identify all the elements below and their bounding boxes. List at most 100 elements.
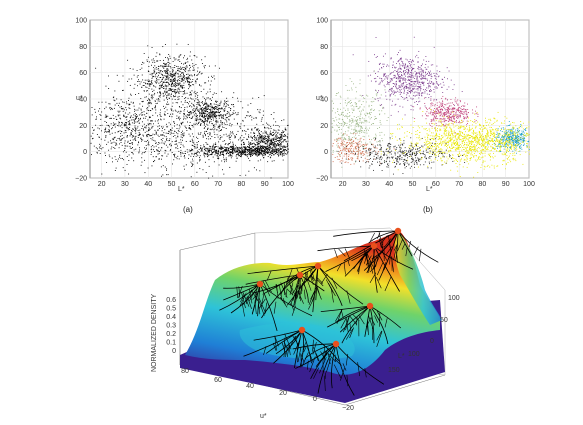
data-point bbox=[379, 68, 381, 70]
data-point bbox=[205, 102, 206, 104]
data-point bbox=[227, 112, 229, 114]
data-point bbox=[272, 148, 274, 150]
data-point bbox=[410, 109, 412, 111]
panel-a-points bbox=[90, 43, 289, 179]
data-point bbox=[206, 130, 208, 132]
data-point bbox=[449, 115, 450, 117]
data-point bbox=[180, 54, 182, 56]
data-point bbox=[251, 151, 253, 153]
data-point bbox=[418, 83, 420, 85]
data-point bbox=[234, 135, 236, 137]
data-point bbox=[219, 114, 221, 116]
data-point bbox=[516, 137, 517, 139]
data-point bbox=[113, 138, 115, 140]
data-point bbox=[398, 68, 400, 70]
data-point bbox=[234, 151, 236, 153]
data-point bbox=[100, 115, 102, 116]
data-point bbox=[144, 117, 146, 119]
data-point bbox=[439, 108, 441, 110]
data-point bbox=[429, 107, 431, 109]
data-point bbox=[273, 137, 275, 139]
data-point bbox=[183, 76, 185, 78]
data-point bbox=[166, 72, 168, 74]
data-point bbox=[283, 150, 285, 152]
data-point bbox=[124, 123, 126, 125]
data-point bbox=[407, 79, 409, 81]
data-point bbox=[244, 151, 246, 153]
data-point bbox=[160, 139, 162, 140]
data-point bbox=[201, 63, 203, 64]
data-point bbox=[207, 143, 209, 145]
data-point bbox=[261, 136, 263, 138]
data-point bbox=[485, 125, 487, 127]
data-point bbox=[128, 123, 130, 125]
data-point bbox=[111, 146, 113, 148]
data-point bbox=[431, 81, 433, 82]
data-point bbox=[444, 111, 446, 113]
x-tick-label: 50 bbox=[168, 181, 176, 188]
data-point bbox=[455, 147, 457, 149]
data-point bbox=[133, 119, 135, 121]
data-point bbox=[160, 134, 162, 136]
data-point bbox=[193, 156, 194, 158]
data-point bbox=[176, 65, 178, 67]
data-point bbox=[157, 92, 159, 94]
data-point bbox=[236, 148, 238, 150]
data-point bbox=[255, 148, 257, 150]
data-point bbox=[408, 69, 410, 71]
data-point bbox=[180, 141, 182, 143]
data-point bbox=[179, 119, 180, 121]
data-point bbox=[183, 155, 185, 157]
data-point bbox=[254, 132, 256, 134]
data-point bbox=[521, 130, 523, 132]
data-point bbox=[138, 119, 140, 121]
data-point bbox=[398, 71, 400, 73]
data-point bbox=[523, 137, 525, 139]
data-point bbox=[171, 89, 173, 90]
data-point bbox=[429, 85, 431, 87]
data-point bbox=[206, 138, 208, 140]
data-point bbox=[220, 148, 222, 150]
data-point bbox=[221, 148, 222, 150]
data-point bbox=[432, 119, 434, 121]
data-point bbox=[437, 118, 439, 120]
data-point bbox=[395, 91, 397, 93]
data-point bbox=[129, 117, 131, 119]
data-point bbox=[225, 147, 227, 149]
data-point bbox=[192, 69, 194, 71]
data-point bbox=[422, 78, 424, 80]
data-point bbox=[455, 109, 457, 111]
data-point bbox=[252, 155, 253, 156]
data-point bbox=[423, 81, 425, 83]
data-point bbox=[220, 149, 222, 151]
data-point bbox=[215, 120, 217, 122]
data-point bbox=[169, 66, 171, 68]
data-point bbox=[225, 150, 227, 152]
data-point bbox=[190, 129, 192, 131]
data-point bbox=[282, 132, 284, 133]
data-point bbox=[195, 113, 197, 115]
data-point bbox=[409, 64, 411, 66]
data-point bbox=[419, 88, 421, 90]
data-point bbox=[186, 65, 188, 67]
data-point bbox=[269, 157, 271, 159]
data-point bbox=[178, 70, 180, 72]
data-point bbox=[443, 113, 445, 115]
data-point bbox=[414, 91, 416, 93]
data-point bbox=[163, 62, 164, 64]
data-point bbox=[101, 130, 102, 132]
data-point bbox=[279, 147, 281, 149]
data-point bbox=[430, 120, 432, 122]
data-point bbox=[280, 144, 282, 146]
data-point bbox=[163, 75, 165, 77]
data-point bbox=[158, 147, 160, 149]
data-point bbox=[179, 124, 180, 126]
data-point bbox=[114, 156, 116, 158]
data-point bbox=[204, 102, 206, 104]
data-point bbox=[453, 109, 455, 111]
data-point bbox=[400, 57, 402, 59]
data-point bbox=[140, 164, 142, 166]
data-point bbox=[174, 122, 176, 124]
data-point bbox=[155, 156, 157, 158]
data-point bbox=[201, 148, 203, 150]
